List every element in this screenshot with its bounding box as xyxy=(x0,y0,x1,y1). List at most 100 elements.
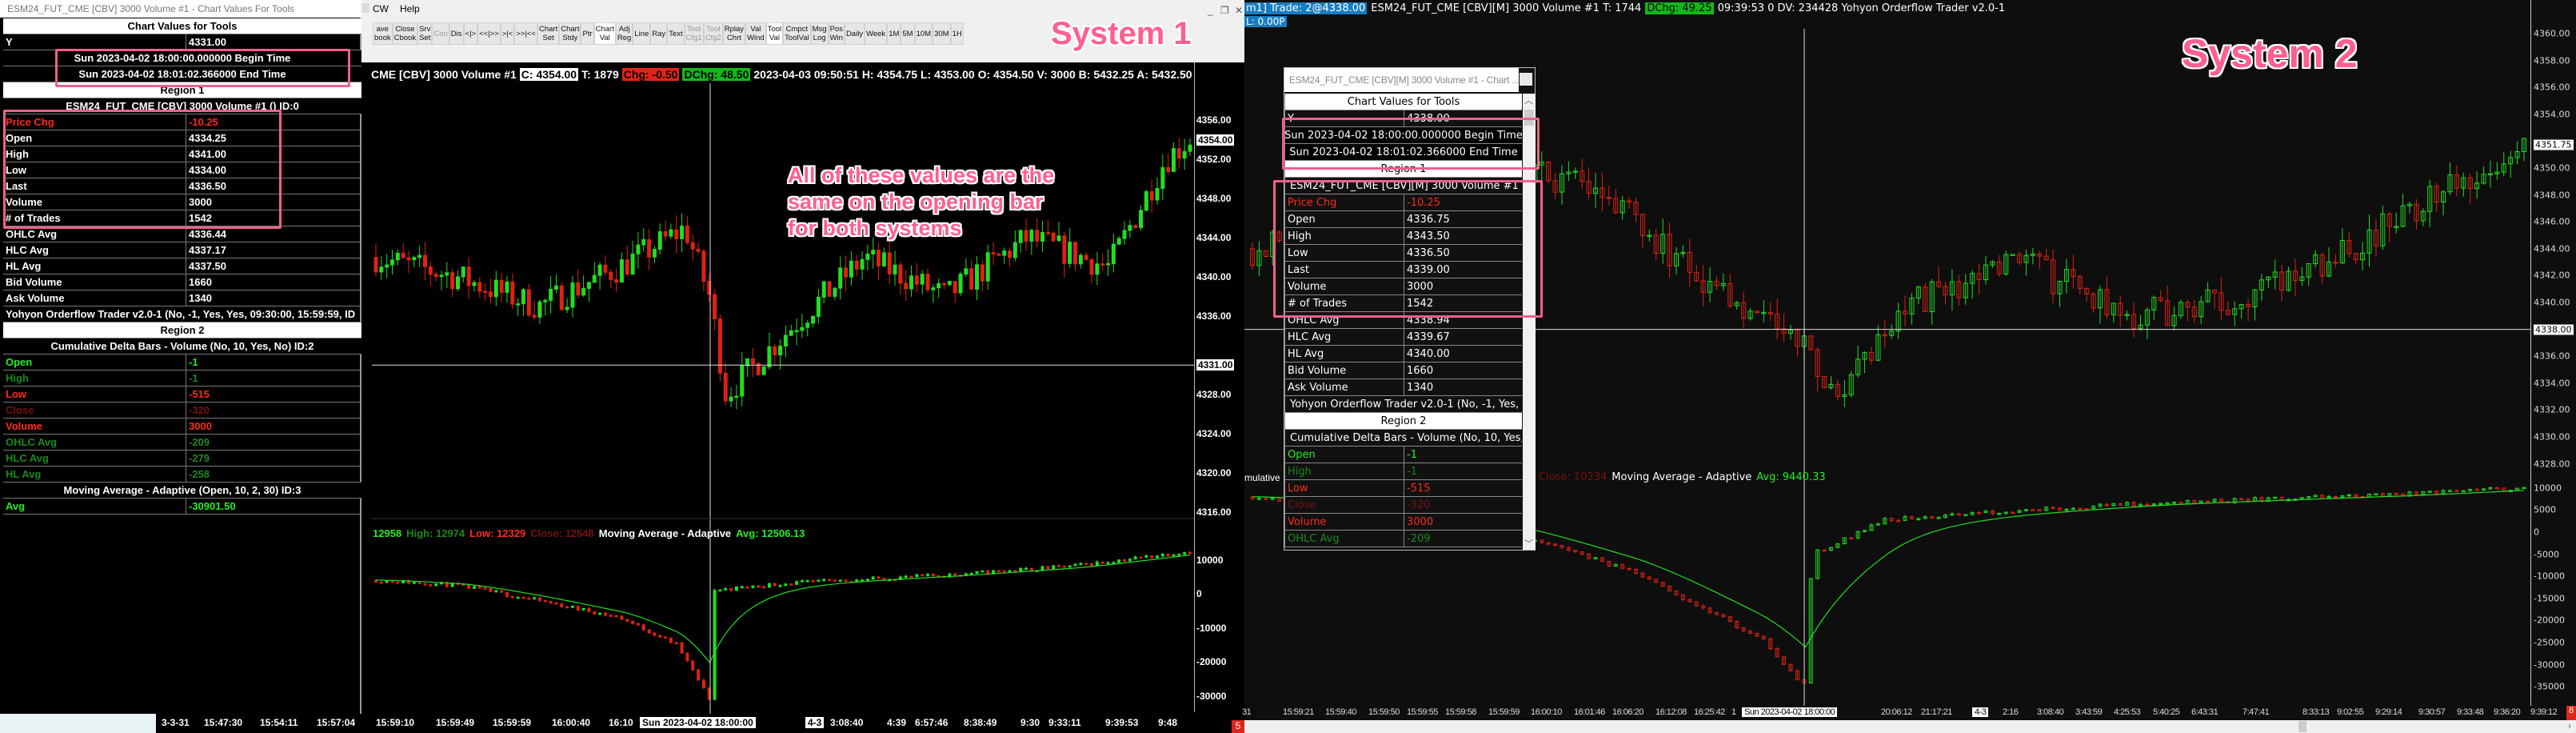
candle xyxy=(1990,509,1995,515)
window-title[interactable]: ESM24_FUT_CME [CBV] 3000 Volume #1 - Cha… xyxy=(0,0,361,18)
horizontal-scrollbar[interactable]: › xyxy=(1244,720,2576,733)
candle-body xyxy=(609,615,613,617)
toolbar-button-ave-book[interactable]: ave book xyxy=(373,22,393,45)
time-axis-label: 4-3 xyxy=(1972,707,1989,717)
candle xyxy=(1613,188,1619,214)
candle-body xyxy=(2131,314,2137,329)
candle xyxy=(2252,496,2257,502)
minimize-icon[interactable]: _ xyxy=(1208,5,1213,16)
toolbar-button-cmpct-toolval[interactable]: Cmpct ToolVal xyxy=(783,22,811,45)
toolbar-button-1h[interactable]: 1H xyxy=(950,22,964,45)
candle xyxy=(975,256,980,301)
candle-body xyxy=(2313,254,2318,265)
scroll-right-icon[interactable]: › xyxy=(2568,720,2571,731)
candle xyxy=(1139,556,1143,559)
candle-body xyxy=(1546,542,1551,545)
toolbar-button-msg-log[interactable]: Msg Log xyxy=(810,22,829,45)
toolbar-button-1m[interactable]: 1M xyxy=(887,22,901,45)
candle xyxy=(2515,487,2520,491)
candle xyxy=(2044,506,2049,511)
toolbar-button-ptr[interactable]: Ptr xyxy=(581,22,594,45)
candle xyxy=(1112,560,1116,564)
scroll-down-icon[interactable]: ﹀ xyxy=(1524,539,1533,549)
candle-body xyxy=(1950,513,1955,516)
candle xyxy=(1720,273,1726,291)
system1-time-axis[interactable]: 3-3-31 15:47:30 15:54:11 15:57:04 15:59:10 15… xyxy=(156,714,1245,733)
value-row: Bid Volume 1660 xyxy=(3,274,361,290)
toolbar-button-10m[interactable]: 10M xyxy=(914,22,933,45)
candle xyxy=(2461,172,2466,197)
candle xyxy=(789,583,793,586)
window-title[interactable]: ESM24_FUT_CME [CBV][M] 3000 Volume #1 - … xyxy=(1284,68,1520,92)
candle xyxy=(1600,172,1605,212)
toolbar-button-daily[interactable]: Daily xyxy=(844,22,865,45)
system1-chart-canvas[interactable] xyxy=(156,0,1245,733)
candle-body xyxy=(1667,586,1672,591)
candle-body xyxy=(2354,494,2358,498)
time-axis-label: 15:57:04 xyxy=(317,717,356,728)
candle-body xyxy=(2501,163,2506,173)
toolbar-button-tool-cfg2[interactable]: Tool Cfg2 xyxy=(703,22,723,45)
value-label: # of Trades xyxy=(3,210,186,226)
toolbar-button-chart-val[interactable]: Chart Val xyxy=(593,22,616,45)
candle-body xyxy=(1106,262,1111,266)
candle xyxy=(1990,260,1995,268)
section-title: Chart Values for Tools xyxy=(1284,94,1522,110)
value-cell: -1 xyxy=(1407,465,1417,478)
toolbar-button-rplay-chrt[interactable]: Rplay Chrt xyxy=(722,22,746,45)
candle-body xyxy=(2044,507,2049,511)
window-close-icon[interactable] xyxy=(1520,73,1532,86)
candle xyxy=(1842,380,1847,407)
restore-icon[interactable]: ❐ xyxy=(1220,5,1229,16)
toolbar-button-week[interactable]: Week xyxy=(865,22,888,45)
menu-cw[interactable]: CW xyxy=(373,3,389,14)
toolbar-button-line[interactable]: Line xyxy=(633,22,651,45)
toolbar-button-srv-set[interactable]: Srv Set xyxy=(417,22,433,45)
toolbar-button-5m[interactable]: 5M xyxy=(901,22,915,45)
toolbar-button-tool-val[interactable]: Tool Val xyxy=(765,22,784,45)
toolbar-button-con[interactable]: Con xyxy=(432,22,449,45)
candle-body xyxy=(2023,254,2029,263)
time-axis-label: 31 xyxy=(1242,707,1252,717)
candle xyxy=(434,583,438,587)
system2-chart-header: m1] Trade: 2@4338.00 ESM24_FUT_CME [CBV]… xyxy=(1244,0,2005,16)
candle xyxy=(1619,196,1625,220)
toolbar-button-8[interactable]: >>|<< xyxy=(514,22,538,45)
close-icon[interactable]: ✕ xyxy=(1235,5,1244,16)
price-tick-label: -30000 xyxy=(2534,659,2565,671)
toolbar-button-30m[interactable]: 30M xyxy=(933,22,951,45)
candle xyxy=(1674,246,1679,274)
toolbar-button-6[interactable]: <<|>> xyxy=(477,22,501,45)
toolbar-button-tool-cfg1[interactable]: Tool Cfg1 xyxy=(684,22,704,45)
toolbar-button-chart-set[interactable]: Chart Set xyxy=(537,22,560,45)
toolbar-button-val-wind[interactable]: Val Wind xyxy=(745,22,766,45)
toolbar-button-ray[interactable]: Ray xyxy=(650,22,668,45)
candle xyxy=(800,314,805,338)
candle-body xyxy=(2030,253,2035,256)
candle-body xyxy=(975,264,980,290)
toolbar-button-close-cbook[interactable]: Close Cbook xyxy=(392,22,418,45)
candle-body xyxy=(1095,263,1100,275)
candle-body xyxy=(2487,173,2493,176)
toolbar-button-7[interactable]: >|< xyxy=(500,22,515,45)
system2-time-axis[interactable]: 31 15:59:21 15:59:40 15:59:50 15:59:55 15:59:… xyxy=(1242,706,2576,720)
price-tick-label: 4344.00 xyxy=(2534,243,2570,254)
scrollbar-thumb[interactable] xyxy=(2298,721,2306,732)
candle-body xyxy=(559,285,564,310)
candle xyxy=(2481,166,2486,185)
toolbar-button-adj-reg[interactable]: Adj Reg xyxy=(615,22,633,45)
scroll-up-icon[interactable]: ︿ xyxy=(1524,96,1533,106)
legend-item: Moving Average - Adaptive xyxy=(598,527,732,539)
candle xyxy=(2043,248,2049,261)
toolbar-button-text[interactable]: Text xyxy=(667,22,685,45)
toolbar-button-chart-stdy[interactable]: Chart Stdy xyxy=(559,22,581,45)
toolbar-button-5[interactable]: <|> xyxy=(463,22,478,45)
toolbar-button-dis[interactable]: Dis xyxy=(449,22,464,45)
header-daily-change: DChg: 49.25 xyxy=(1645,2,1714,14)
value-cell: 1660 xyxy=(1407,364,1434,377)
info-row: Yohyon Orderflow Trader v2.0-1 (No, -1, … xyxy=(3,306,361,322)
candle-body xyxy=(1734,302,1739,306)
menu-help[interactable]: Help xyxy=(400,3,420,14)
toolbar-button-pos-win[interactable]: Pos Win xyxy=(828,22,845,45)
candle-body xyxy=(877,250,881,266)
